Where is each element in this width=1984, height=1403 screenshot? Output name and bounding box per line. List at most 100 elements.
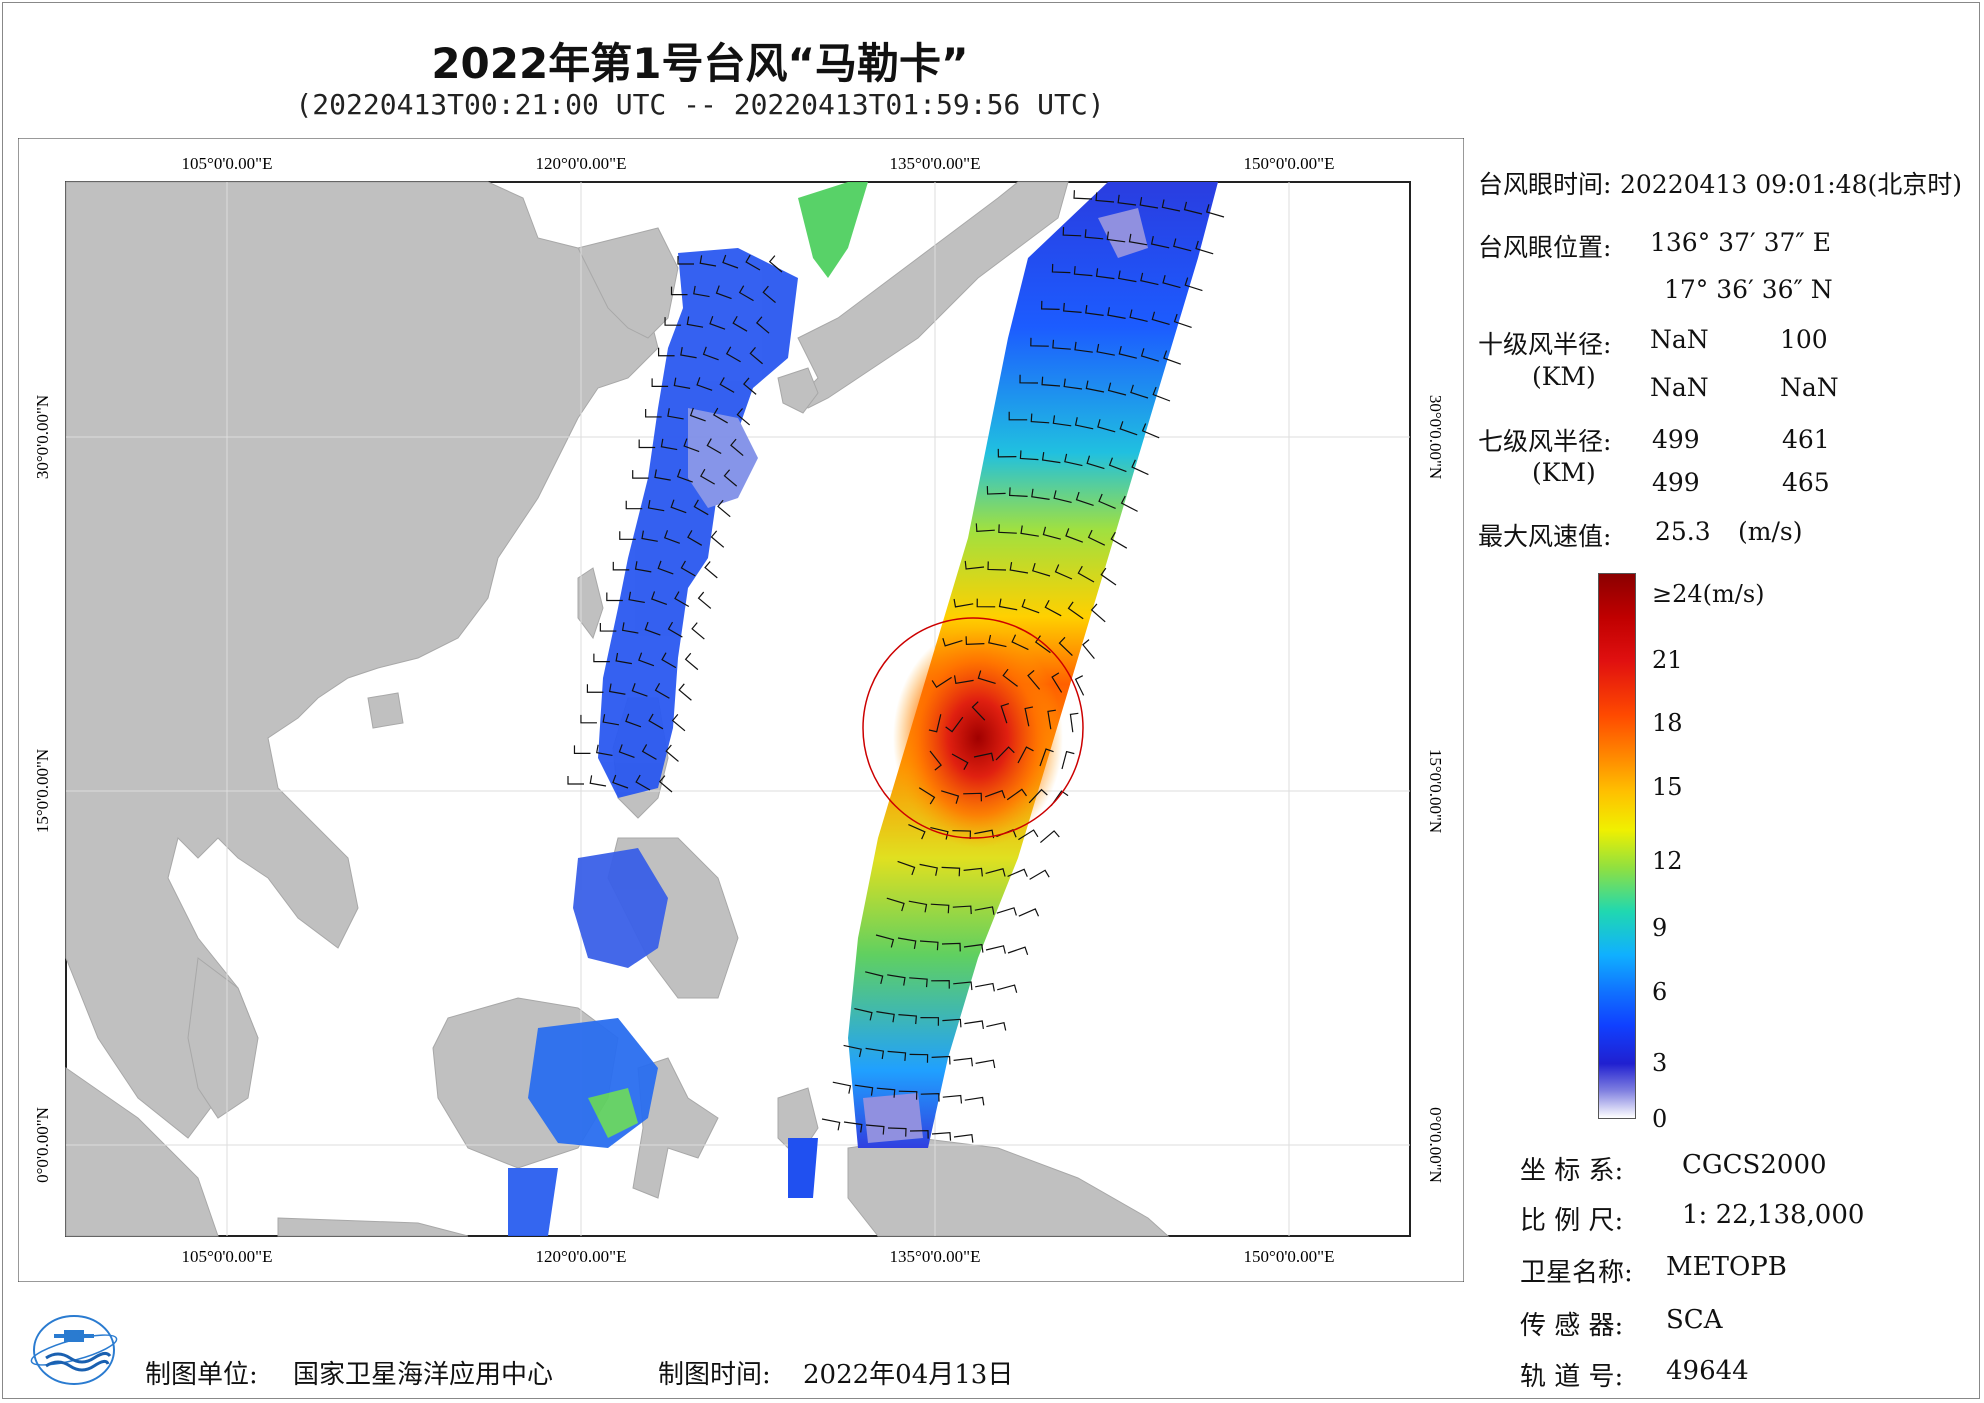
wind-barb: [1128, 233, 1148, 246]
wind-barb: [674, 591, 690, 607]
wind-barb: [1205, 204, 1225, 218]
wind-barb: [1129, 309, 1148, 322]
wind-barb: [567, 776, 584, 785]
wind-barb: [1075, 491, 1094, 506]
wind-barb: [634, 561, 652, 573]
wind-barb: [1162, 274, 1181, 289]
wind-barb: [645, 408, 662, 418]
wind-barb: [658, 775, 673, 793]
wind-barb: [971, 701, 986, 721]
wind-barb: [1063, 302, 1082, 313]
west-swath: [508, 182, 868, 1236]
wind-barb: [963, 943, 984, 953]
wind-barb: [1141, 423, 1160, 439]
wind-barb: [897, 860, 916, 876]
wind-barb: [887, 1050, 907, 1061]
wind-barb: [683, 438, 700, 453]
wind-barb: [1039, 748, 1054, 767]
wind-barb: [1021, 598, 1040, 614]
r10-value-ne: NaN: [1650, 325, 1709, 354]
wind-barb: [908, 824, 926, 840]
wind-barb: [657, 347, 675, 357]
wind-barb: [1108, 457, 1127, 473]
wind-barb: [1008, 411, 1028, 421]
lat-label-left-2: 15°0'0.00"N: [33, 749, 52, 833]
wind-barb: [1096, 343, 1115, 356]
lat-label-right-3: 0°0'0.00"N: [1426, 1107, 1445, 1183]
wind-barb: [1098, 493, 1116, 509]
wind-barb: [996, 907, 1017, 916]
wind-barb: [909, 977, 928, 988]
orbit-value: 49644: [1666, 1356, 1749, 1386]
lon-label-bottom-4: 150°0'0.00"E: [1244, 1247, 1335, 1266]
r7-unit: (KM): [1532, 458, 1596, 487]
wind-barb: [635, 774, 651, 791]
lon-label-bottom-1: 105°0'0.00"E: [182, 1247, 273, 1266]
wind-barb: [854, 1084, 874, 1096]
wind-barb: [1027, 670, 1041, 690]
eye-latitude: 17° 36′ 36″ N: [1664, 275, 1833, 304]
wind-barb: [631, 683, 648, 697]
colorbar-label-18: 18: [1652, 709, 1683, 737]
wind-barb: [1117, 270, 1137, 283]
wind-barb: [843, 1044, 862, 1058]
wind-barb: [985, 945, 1006, 954]
wind-barb: [975, 523, 995, 533]
wind-barb: [665, 744, 679, 762]
wind-speed-colorbar: [1598, 573, 1636, 1119]
wind-barb: [1085, 305, 1104, 316]
wind-barb: [1011, 634, 1029, 651]
taiwan: [577, 567, 604, 640]
wind-barb: [1030, 337, 1049, 347]
wind-barb: [941, 942, 961, 952]
wind-barb: [953, 598, 974, 608]
wind-barb: [684, 652, 699, 671]
wind-barb: [687, 530, 703, 546]
wind-barb: [1053, 490, 1072, 503]
wind-barb: [661, 652, 677, 669]
scale-value: 1: 22,138,000: [1682, 1200, 1865, 1230]
wind-barb: [686, 316, 704, 328]
wind-barb: [743, 377, 757, 395]
wind-barb: [621, 622, 639, 634]
wind-barb: [1009, 562, 1029, 574]
wind-barb: [985, 868, 1006, 877]
wind-barb: [700, 468, 716, 485]
west-swath-pale: [688, 408, 758, 508]
agency-logo: [30, 1315, 118, 1385]
wind-barb: [953, 1134, 974, 1143]
orbit-label: 轨 道 号:: [1520, 1362, 1624, 1392]
r10-label: 十级风半径:: [1478, 330, 1612, 359]
wind-barb: [625, 713, 642, 728]
wind-barb: [722, 254, 739, 269]
r7-label: 七级风半径:: [1478, 427, 1612, 456]
wind-barb: [1052, 415, 1072, 427]
wind-barb: [987, 561, 1007, 571]
wind-barb: [673, 377, 691, 389]
max-wind-unit: (m/s): [1738, 517, 1803, 546]
wind-barb: [697, 591, 712, 609]
wind-barb: [593, 653, 610, 663]
wind-barb: [573, 745, 591, 755]
r7-value-nw: 465: [1782, 468, 1830, 497]
colorbar-label-0: 0: [1652, 1105, 1668, 1133]
wind-barb: [1107, 307, 1126, 319]
wind-barb: [1074, 417, 1094, 430]
map-title: 2022年第1号台风“马勒卡”: [431, 39, 969, 88]
wind-barb: [644, 621, 661, 636]
lon-label-top-3: 135°0'0.00"E: [890, 154, 981, 173]
r10-value-se: 100: [1780, 325, 1828, 354]
wind-barb: [931, 980, 950, 989]
wind-barb: [854, 1008, 873, 1021]
japan: [797, 181, 1069, 409]
wind-barb: [580, 714, 597, 724]
wind-barb: [832, 1081, 852, 1094]
wind-barb: [974, 906, 995, 915]
kyushu: [777, 367, 819, 414]
wind-barb: [599, 623, 617, 632]
satellite-value: METOPB: [1666, 1252, 1787, 1282]
wind-barb: [1008, 487, 1028, 497]
wind-barb: [952, 905, 972, 915]
wind-barb: [657, 560, 674, 575]
wind-barb: [941, 790, 960, 804]
